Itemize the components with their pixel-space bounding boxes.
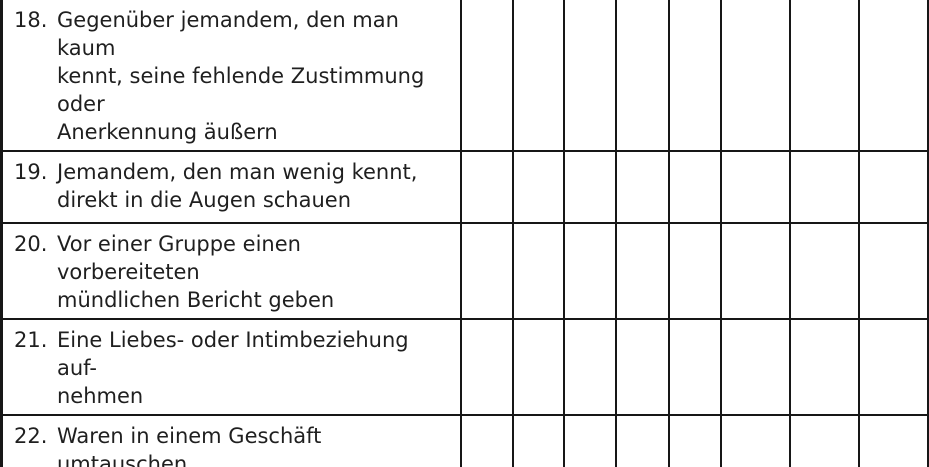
answer-cell[interactable] <box>511 414 565 467</box>
answer-cell[interactable] <box>788 0 860 152</box>
answer-cell[interactable] <box>719 222 791 320</box>
table-row: 19. Jemandem, den man wenig kennt, direk… <box>0 150 929 224</box>
answer-cell[interactable] <box>719 414 791 467</box>
answer-cell[interactable] <box>857 150 929 224</box>
answer-cell[interactable] <box>857 222 929 320</box>
answer-cell[interactable] <box>614 222 670 320</box>
item-text: Jemandem, den man wenig kennt, direkt in… <box>57 160 418 212</box>
item-text: Gegenüber jemandem, den man kaum kennt, … <box>57 8 425 144</box>
answer-cell[interactable] <box>614 0 670 152</box>
table-row: 21. Eine Liebes- oder Intimbeziehung auf… <box>0 318 929 416</box>
item-text: Waren in einem Geschäft umtauschen <box>57 424 322 467</box>
answer-cell[interactable] <box>459 414 514 467</box>
answer-cell[interactable] <box>511 318 565 416</box>
table-row: 20. Vor einer Gruppe einen vorbereiteten… <box>0 222 929 320</box>
answer-cell[interactable] <box>614 318 670 416</box>
table-row: 22. Waren in einem Geschäft umtauschen <box>0 414 929 467</box>
item-text: Eine Liebes- oder Intimbeziehung auf- ne… <box>57 328 409 408</box>
answer-cell[interactable] <box>857 414 929 467</box>
item-cell: 19. Jemandem, den man wenig kennt, direk… <box>0 150 462 224</box>
answer-cell[interactable] <box>459 150 514 224</box>
answer-cell[interactable] <box>614 150 670 224</box>
item-cell: 21. Eine Liebes- oder Intimbeziehung auf… <box>0 318 462 416</box>
item-cell: 22. Waren in einem Geschäft umtauschen <box>0 414 462 467</box>
answer-cell[interactable] <box>788 414 860 467</box>
answer-cell[interactable] <box>614 414 670 467</box>
item-number: 19. <box>14 160 48 184</box>
table-row: 18. Gegenüber jemandem, den man kaum ken… <box>0 0 929 152</box>
answer-cell[interactable] <box>719 318 791 416</box>
item-number: 18. <box>14 8 48 32</box>
answer-cell[interactable] <box>788 318 860 416</box>
answer-cell[interactable] <box>562 318 617 416</box>
answer-cell[interactable] <box>667 150 722 224</box>
answer-cell[interactable] <box>788 222 860 320</box>
item-number: 20. <box>14 232 48 256</box>
answer-cell[interactable] <box>459 318 514 416</box>
answer-cell[interactable] <box>667 414 722 467</box>
answer-cell[interactable] <box>667 222 722 320</box>
item-cell: 18. Gegenüber jemandem, den man kaum ken… <box>0 0 462 152</box>
answer-cell[interactable] <box>562 222 617 320</box>
item-cell: 20. Vor einer Gruppe einen vorbereiteten… <box>0 222 462 320</box>
answer-cell[interactable] <box>667 318 722 416</box>
answer-cell[interactable] <box>562 414 617 467</box>
answer-cell[interactable] <box>857 0 929 152</box>
answer-cell[interactable] <box>719 0 791 152</box>
answer-cell[interactable] <box>562 150 617 224</box>
item-text: Vor einer Gruppe einen vorbereiteten mün… <box>57 232 335 312</box>
answer-cell[interactable] <box>511 0 565 152</box>
answer-cell[interactable] <box>511 150 565 224</box>
item-number: 21. <box>14 328 48 352</box>
answer-cell[interactable] <box>562 0 617 152</box>
answer-cell[interactable] <box>788 150 860 224</box>
item-number: 22. <box>14 424 48 448</box>
answer-cell[interactable] <box>459 222 514 320</box>
answer-cell[interactable] <box>667 0 722 152</box>
answer-cell[interactable] <box>511 222 565 320</box>
answer-cell[interactable] <box>459 0 514 152</box>
answer-cell[interactable] <box>719 150 791 224</box>
answer-cell[interactable] <box>857 318 929 416</box>
